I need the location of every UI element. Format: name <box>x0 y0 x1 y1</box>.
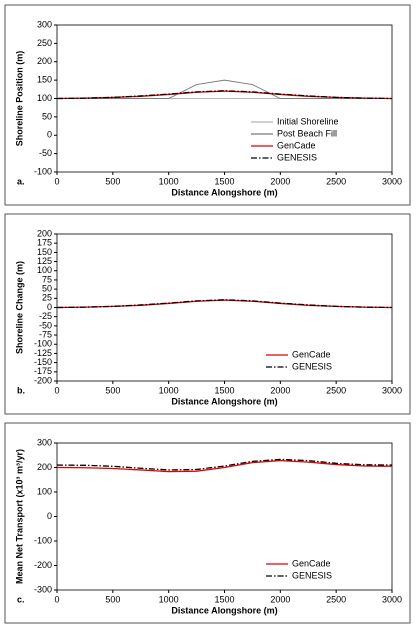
x-axis-label: Distance Alongshore (m) <box>171 187 277 197</box>
legend-label: Initial Shoreline <box>277 116 339 126</box>
y-tick-label: 75 <box>42 274 52 284</box>
y-tick-label: -25 <box>39 311 52 321</box>
x-tick-label: 2500 <box>326 176 346 186</box>
y-tick-label: -200 <box>34 560 52 570</box>
y-tick-label: 200 <box>37 56 52 66</box>
y-tick-label: 100 <box>37 486 52 496</box>
panel-label: b. <box>17 385 25 395</box>
panel-label: c. <box>17 594 25 604</box>
x-axis-label: Distance Alongshore (m) <box>171 605 277 615</box>
y-axis-label: Shoreline Change (m) <box>14 261 24 354</box>
legend-label: GenCade <box>277 140 316 150</box>
legend-label: GENESIS <box>277 152 317 162</box>
y-tick-label: 150 <box>37 75 52 85</box>
x-tick-label: 500 <box>105 385 120 395</box>
y-tick-label: 150 <box>37 247 52 257</box>
legend-label: GenCade <box>292 558 331 568</box>
y-axis-label: Shoreline Position (m) <box>14 51 24 147</box>
y-tick-label: -100 <box>34 535 52 545</box>
y-tick-label: -300 <box>34 584 52 594</box>
x-tick-label: 0 <box>54 594 59 604</box>
legend-label: GenCade <box>292 349 331 359</box>
series-line <box>56 299 393 309</box>
y-tick-label: -150 <box>34 357 52 367</box>
series-line <box>57 79 392 99</box>
x-tick-label: 2000 <box>270 176 290 186</box>
x-tick-label: 2500 <box>326 385 346 395</box>
y-tick-label: 300 <box>37 19 52 29</box>
x-tick-label: 3000 <box>382 176 402 186</box>
legend-label: GENESIS <box>292 570 332 580</box>
x-tick-label: 3000 <box>382 594 402 604</box>
y-tick-label: 300 <box>37 437 52 447</box>
x-tick-label: 1000 <box>159 594 179 604</box>
x-tick-label: 1500 <box>214 385 234 395</box>
y-tick-label: -125 <box>34 348 52 358</box>
y-tick-label: 100 <box>37 265 52 275</box>
y-tick-label: -50 <box>39 148 52 158</box>
legend-label: Post Beach Fill <box>277 128 337 138</box>
y-tick-label: 100 <box>37 93 52 103</box>
plot-area <box>56 233 393 382</box>
legend-label: GENESIS <box>292 361 332 371</box>
y-axis-label: Mean Net Transport (x10³ m³/yr) <box>14 449 24 584</box>
y-tick-label: -175 <box>34 366 52 376</box>
y-tick-label: 0 <box>47 130 52 140</box>
panel-label: a. <box>17 176 25 186</box>
x-tick-label: 3000 <box>382 385 402 395</box>
y-tick-label: 25 <box>42 293 52 303</box>
y-tick-label: -75 <box>39 329 52 339</box>
x-tick-label: 500 <box>105 594 120 604</box>
series-line <box>56 458 393 471</box>
y-tick-label: 200 <box>37 228 52 238</box>
x-tick-label: 2500 <box>326 594 346 604</box>
x-tick-label: 500 <box>105 176 120 186</box>
x-tick-label: 0 <box>54 385 59 395</box>
y-tick-label: 50 <box>42 284 52 294</box>
panel-frame <box>4 422 411 624</box>
panel-frame <box>4 4 411 206</box>
y-tick-label: -200 <box>34 375 52 385</box>
x-tick-label: 1000 <box>159 176 179 186</box>
panel-frame <box>4 213 411 415</box>
y-tick-label: -100 <box>34 166 52 176</box>
x-tick-label: 2000 <box>270 594 290 604</box>
y-tick-label: 50 <box>42 111 52 121</box>
x-axis-label: Distance Alongshore (m) <box>171 396 277 406</box>
y-tick-label: 0 <box>47 302 52 312</box>
y-tick-label: -100 <box>34 339 52 349</box>
x-tick-label: 2000 <box>270 385 290 395</box>
y-tick-label: 250 <box>37 38 52 48</box>
x-tick-label: 1000 <box>159 385 179 395</box>
series-line <box>56 459 393 473</box>
series-line <box>56 90 393 100</box>
y-tick-label: 200 <box>37 462 52 472</box>
x-tick-label: 1500 <box>214 176 234 186</box>
y-tick-label: 125 <box>37 256 52 266</box>
x-tick-label: 0 <box>54 176 59 186</box>
y-tick-label: 0 <box>47 511 52 521</box>
x-tick-label: 1500 <box>214 594 234 604</box>
y-tick-label: -50 <box>39 320 52 330</box>
y-tick-label: 175 <box>37 238 52 248</box>
